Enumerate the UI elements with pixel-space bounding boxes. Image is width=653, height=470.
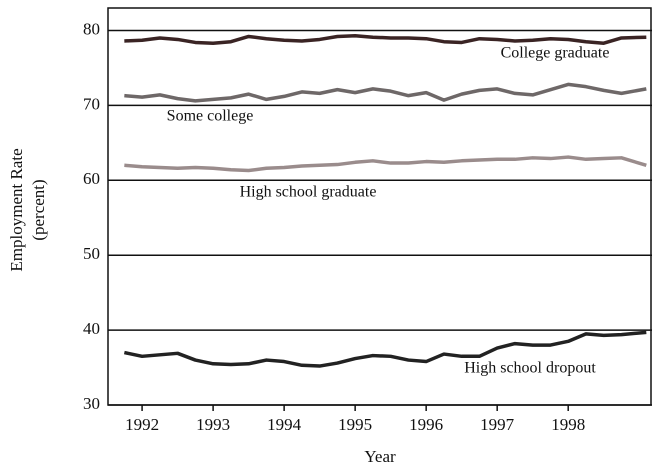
plot-frame (107, 7, 652, 406)
x-axis-label: Year (364, 447, 396, 466)
y-tick-label: 60 (83, 169, 100, 188)
series-label: College graduate (501, 45, 610, 62)
y-axis-label: (percent) (29, 179, 48, 240)
y-axis-label: Employment Rate (7, 148, 26, 271)
y-tick-label: 50 (83, 244, 100, 263)
y-tick-label: 70 (83, 94, 100, 113)
series-line (124, 33, 647, 45)
series-label: Some college (167, 108, 254, 125)
series-line (124, 155, 647, 173)
series-line (123, 330, 647, 368)
x-tick-label: 1997 (480, 415, 515, 434)
x-tick-label: 1994 (267, 415, 302, 434)
series-label: High school dropout (464, 360, 596, 377)
y-tick-label: 80 (83, 19, 100, 38)
y-tick-label: 30 (83, 394, 100, 413)
x-tick-label: 1996 (409, 415, 443, 434)
x-tick-label: 1993 (196, 415, 230, 434)
x-tick-label: 1995 (338, 415, 372, 434)
y-tick-label: 40 (83, 319, 100, 338)
x-tick-label: 1992 (125, 415, 159, 434)
series-line (124, 82, 647, 103)
series-label: High school graduate (240, 184, 377, 201)
x-tick-label: 1998 (551, 415, 585, 434)
